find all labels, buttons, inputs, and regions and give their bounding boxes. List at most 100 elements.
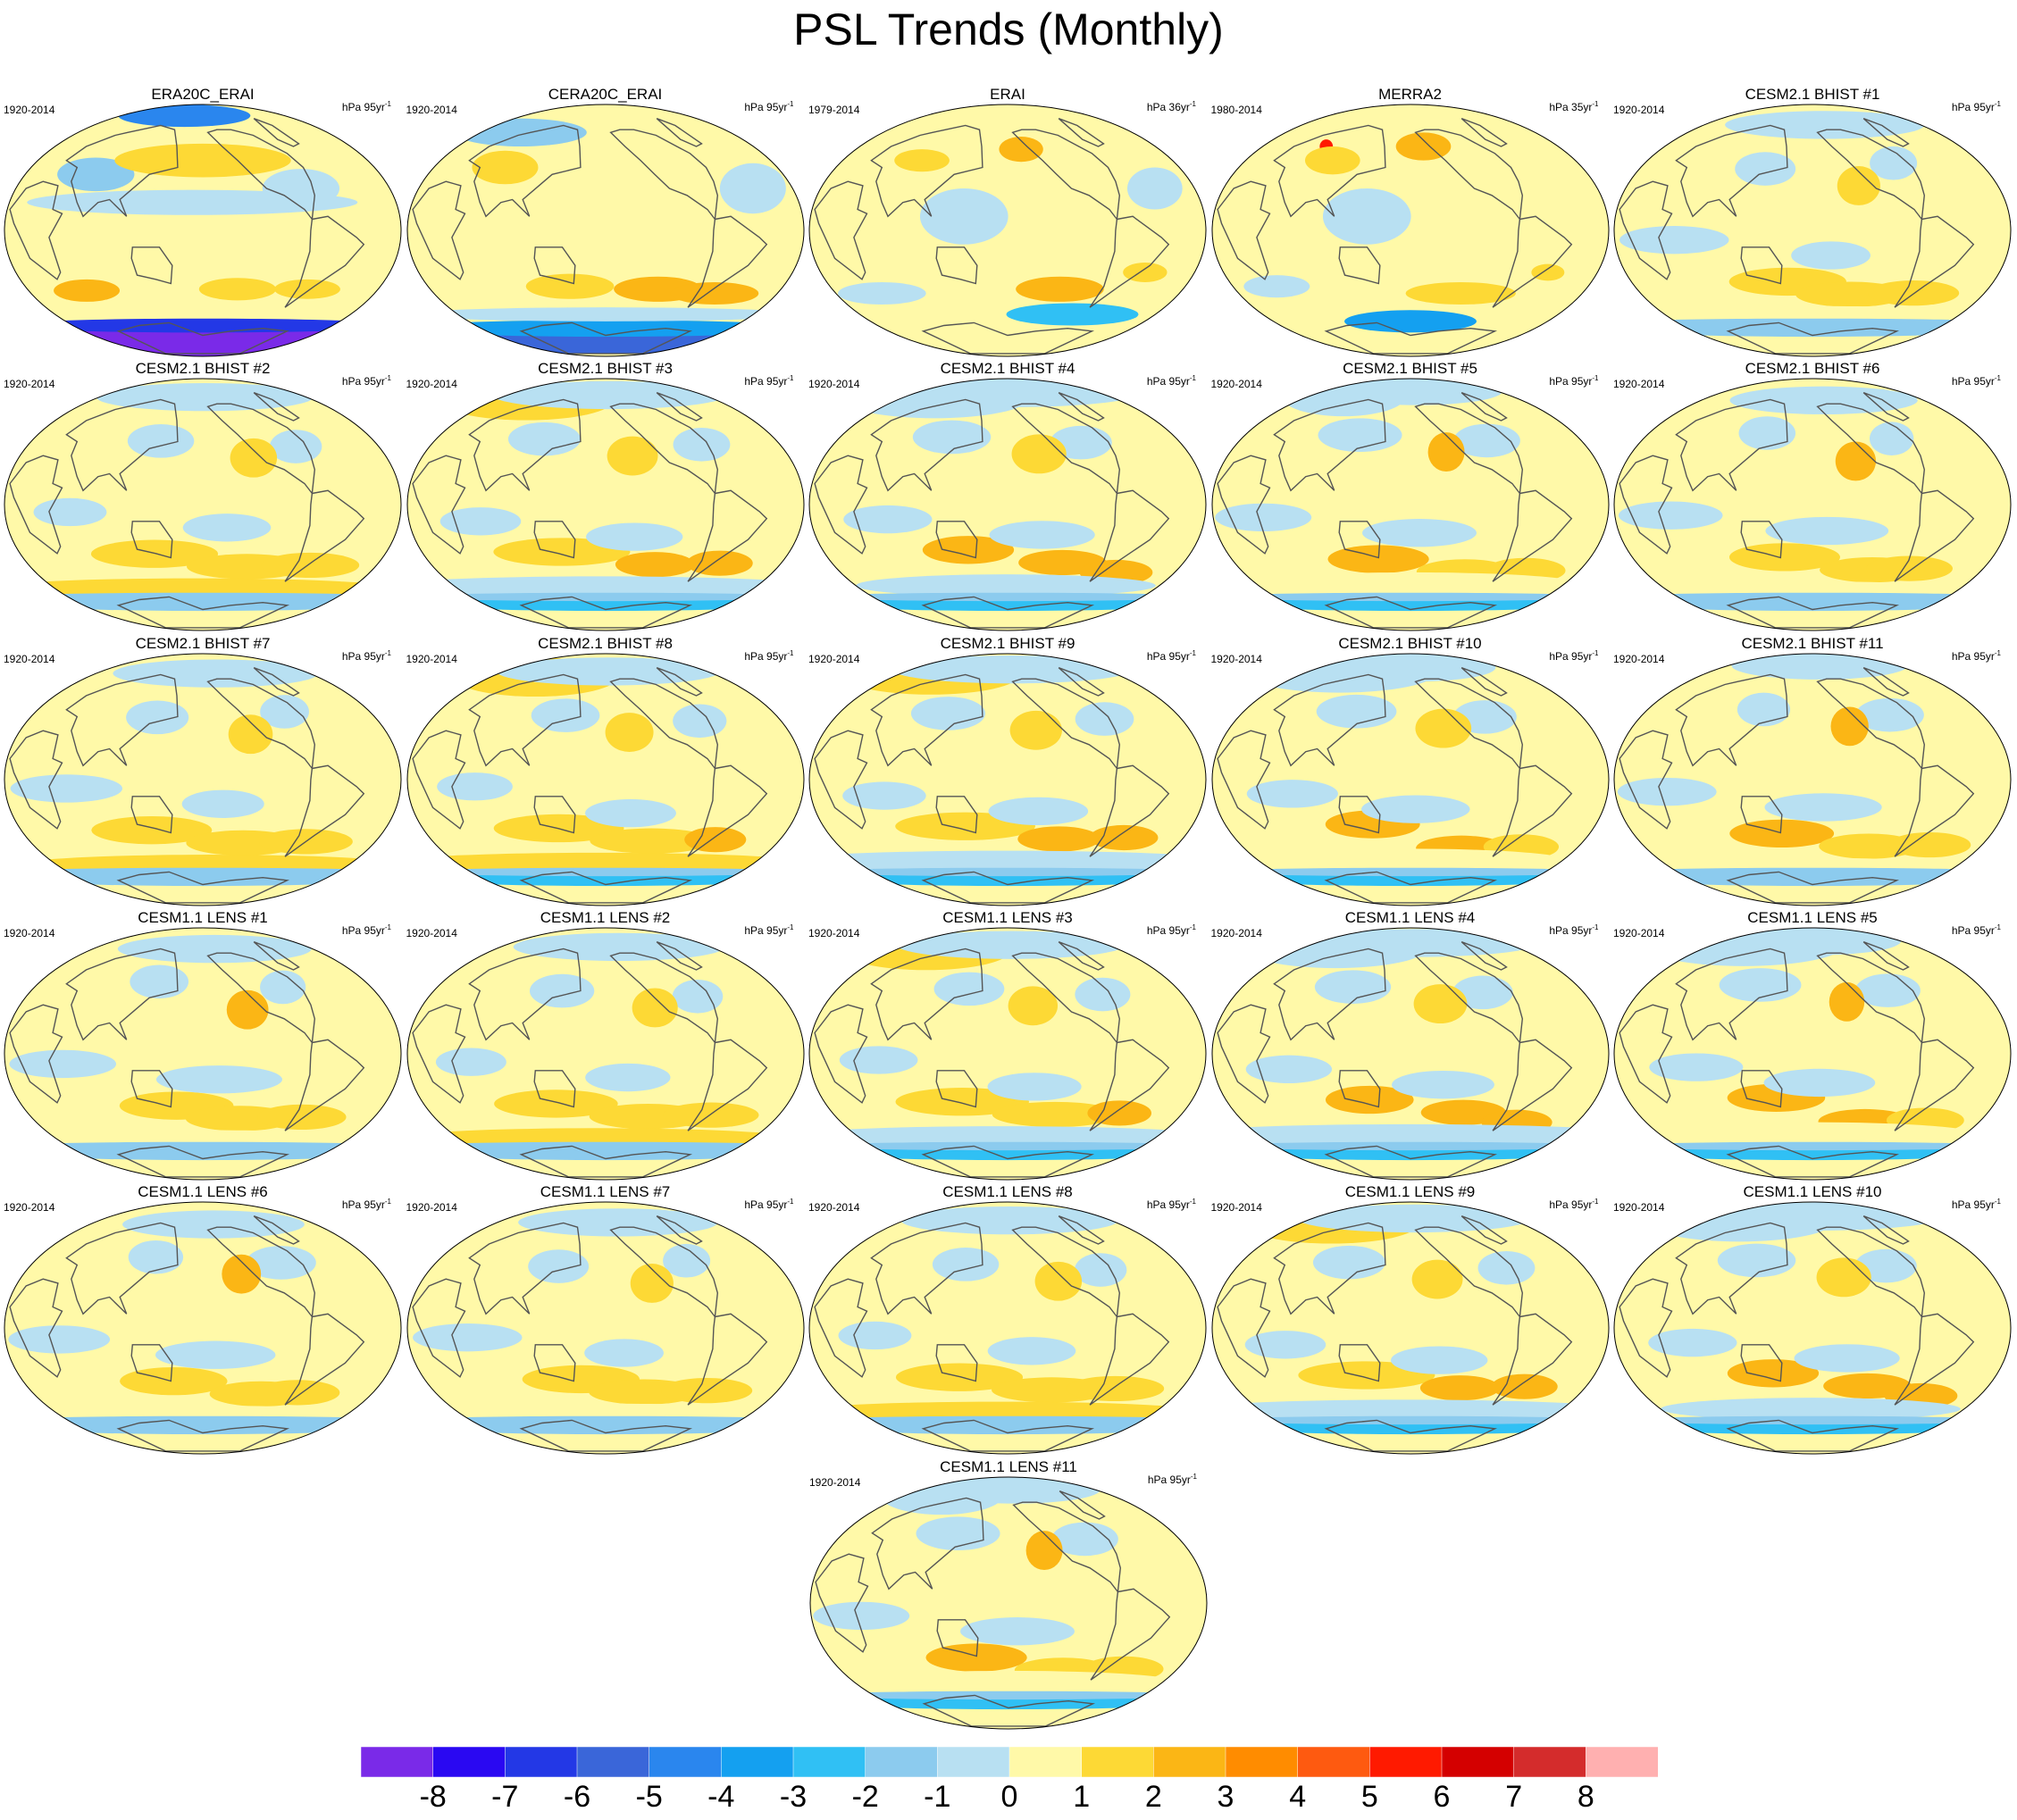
trend-contour-region [406,867,804,876]
coastline [518,1419,692,1452]
trend-contour-region [1211,592,1609,602]
coastline [1492,215,1572,308]
trend-contour-region [1253,848,1565,872]
panel-period: 1980-2014 [1210,104,1262,116]
trend-contour-region [1034,1262,1083,1301]
trend-contour-region [1617,777,1717,806]
trend-contour-region [1075,977,1131,1012]
coastline [1272,1222,1386,1315]
trend-contour-region [1619,226,1729,255]
panel-period: 1920-2014 [809,1476,861,1489]
trend-contour-region [1614,867,2011,876]
trend-contour-region [155,1340,276,1370]
coastline [921,321,1095,355]
trend-contour-region [989,521,1095,549]
trend-contour-region [130,964,189,998]
coastline [1323,1419,1497,1452]
coastline [1216,1004,1270,1104]
coastline [1337,521,1381,559]
trend-contour-region [1405,281,1516,305]
trend-contour-region [1719,968,1802,1002]
coastline [411,180,465,280]
trend-contour-region [435,1048,506,1076]
colorbar-swatch [721,1747,794,1777]
coastline [870,124,983,218]
trend-contour-region [999,137,1043,163]
panel-title: CESM2.1 BHIST #10 [1338,634,1482,652]
trend-contour-region [406,1415,804,1425]
panel-title: CESM2.1 BHIST #6 [1745,360,1880,378]
coastline [9,1278,63,1379]
coastline [253,940,300,971]
coastline [687,489,767,583]
trend-contour-region [1794,1344,1900,1373]
trend-contour-region [584,798,676,827]
panel-units-text: hPa 95yr [1951,375,1995,388]
coastline [206,952,316,1045]
trend-contour-region [925,1643,1027,1672]
coastline [518,871,692,904]
trend-contour-region [525,273,614,299]
panel-title: CESM1.1 LENS #5 [1747,908,1878,926]
map-panel: CESM2.1 BHIST #11 1920-2014 hPa 95yr-1 [1611,635,2013,910]
map-panel: CESM2.1 BHIST #8 1920-2014 hPa 95yr-1 [405,635,807,910]
trend-contour-region [987,1073,1082,1101]
trend-contour-region [605,712,654,752]
trend-contour-region [839,1046,918,1074]
coastline [921,871,1095,904]
map-border [4,378,402,631]
coastline [1058,666,1105,697]
trend-contour-region [992,1101,1118,1127]
trend-contour-region [1614,592,2011,602]
panel-title: ERA20C_ERAI [151,86,255,103]
colorbar-swatch [1153,1747,1226,1777]
coastline [1894,1313,1975,1406]
trend-contour-region [1211,1399,1609,1423]
panel-units-text: hPa 95yr [1549,649,1593,663]
colorbar-swatch [361,1747,434,1777]
panel-units-text: hPa 95yr [744,649,788,663]
trend-contour-region [809,592,1206,602]
panel-units-text: hPa 95yr [1549,1198,1593,1212]
trend-contour-region [10,773,123,803]
panel-title: CESM1.1 LENS #11 [940,1458,1077,1475]
trend-contour-region [230,438,278,478]
trend-contour-region [4,1141,401,1150]
trend-contour-region [1717,1243,1796,1278]
trend-contour-region [1011,434,1067,474]
trend-contour-region [1292,929,1538,957]
trend-contour-region [919,188,1008,245]
coastline [1323,1145,1497,1178]
coastline [130,246,173,285]
panel-period: 1920-2014 [1210,1201,1262,1215]
coastline [656,392,703,422]
trend-contour-region [128,1240,184,1274]
coastline [1816,952,1926,1045]
panel-units: hPa 95yr-1 [1549,374,1598,388]
panel-units: hPa 95yr-1 [1549,1198,1598,1212]
coastline [935,795,978,833]
trend-contour-region [406,307,804,321]
coastline [284,215,365,308]
trend-contour-region [4,1415,401,1425]
world-map [406,653,804,906]
map-border [1613,653,2012,906]
coastline [1816,1226,1926,1319]
trend-contour-region [584,1063,671,1092]
coastline [532,246,576,285]
trend-contour-region [1614,318,2011,328]
trend-contour-region [127,424,195,458]
trend-contour-region [406,576,804,599]
coastline [870,673,983,767]
coastline [1619,1278,1673,1379]
coastline [1675,1222,1788,1315]
trend-contour-region [491,381,726,410]
coastline [411,455,465,555]
trend-contour-region [1008,986,1059,1026]
panel-units-text: hPa 95yr [341,101,385,113]
map-panel: CESM2.1 BHIST #2 1920-2014 hPa 95yr-1 [2,360,404,635]
trend-contour-region [672,704,726,738]
coastline [870,1222,983,1315]
map-panel: CERA20C_ERAI 1920-2014 hPa 95yr-1 [405,86,807,361]
coastline [9,1004,63,1104]
